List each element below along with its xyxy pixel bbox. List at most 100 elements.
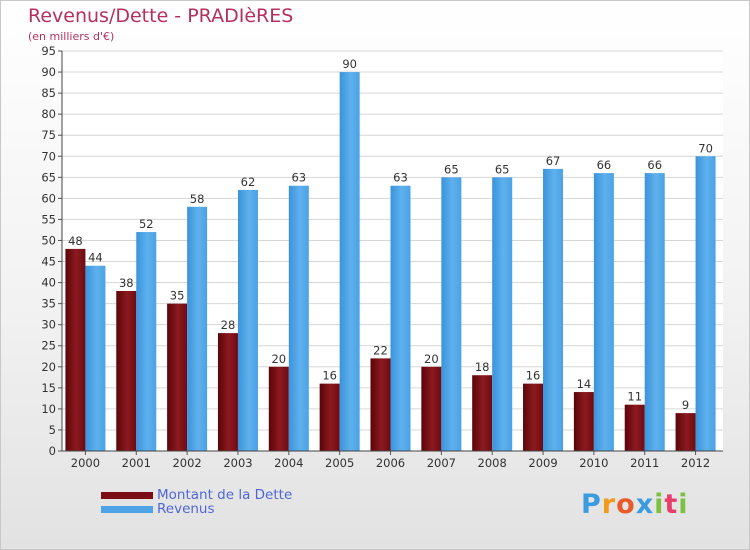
data-label-debt: 20 xyxy=(424,352,439,366)
y-tick-label: 85 xyxy=(41,86,56,100)
logo-letter: o xyxy=(616,489,636,520)
bar-debt xyxy=(370,358,391,451)
chart-legend: Montant de la Dette Revenus xyxy=(101,488,292,516)
data-label-debt: 16 xyxy=(322,369,337,383)
x-tick-label: 2003 xyxy=(223,456,252,470)
legend-swatch-revenue xyxy=(101,505,153,513)
bar-debt xyxy=(523,383,544,451)
legend-item-debt: Montant de la Dette xyxy=(101,488,292,502)
logo-letter: i xyxy=(678,489,689,520)
y-tick-label: 15 xyxy=(41,381,56,395)
y-tick-label: 55 xyxy=(41,212,56,226)
data-label-debt: 14 xyxy=(577,377,592,391)
data-label-revenue: 65 xyxy=(495,162,510,176)
x-tick-label: 2010 xyxy=(579,456,608,470)
bar-debt xyxy=(116,291,137,451)
logo-letter: i xyxy=(654,489,665,520)
data-label-debt: 20 xyxy=(271,352,286,366)
data-label-debt: 28 xyxy=(221,318,236,332)
bar-debt xyxy=(675,413,696,451)
legend-label-debt: Montant de la Dette xyxy=(157,487,293,503)
bar-revenue xyxy=(695,156,716,451)
legend-item-revenue: Revenus xyxy=(101,502,292,516)
x-tick-label: 2004 xyxy=(274,456,303,470)
logo-letter: P xyxy=(581,489,602,520)
y-tick-label: 70 xyxy=(41,149,56,163)
x-tick-label: 2007 xyxy=(427,456,456,470)
data-label-debt: 22 xyxy=(373,343,388,357)
data-label-revenue: 62 xyxy=(241,175,256,189)
data-label-debt: 18 xyxy=(475,360,490,374)
y-tick-label: 35 xyxy=(41,297,56,311)
bar-revenue xyxy=(339,72,360,451)
legend-label-revenue: Revenus xyxy=(157,501,215,517)
logo-letter: r xyxy=(601,489,617,520)
data-label-revenue: 67 xyxy=(546,154,561,168)
data-label-revenue: 63 xyxy=(291,171,306,185)
y-tick-label: 5 xyxy=(49,423,56,437)
data-label-revenue: 66 xyxy=(597,158,612,172)
bar-debt xyxy=(472,375,493,451)
y-tick-label: 30 xyxy=(41,318,56,332)
data-label-revenue: 52 xyxy=(139,217,154,231)
data-label-debt: 35 xyxy=(170,289,185,303)
y-tick-label: 20 xyxy=(41,360,56,374)
bar-debt xyxy=(167,303,188,451)
bar-debt xyxy=(319,383,340,451)
bar-debt xyxy=(268,366,289,451)
data-label-revenue: 70 xyxy=(698,141,713,155)
bar-revenue xyxy=(237,189,258,451)
data-label-revenue: 90 xyxy=(342,57,357,71)
data-label-debt: 9 xyxy=(682,398,689,412)
bar-revenue xyxy=(390,185,411,451)
y-tick-label: 90 xyxy=(41,65,56,79)
y-tick-label: 80 xyxy=(41,107,56,121)
y-tick-label: 50 xyxy=(41,233,56,247)
x-tick-label: 2005 xyxy=(325,456,354,470)
bar-revenue xyxy=(644,173,665,451)
data-label-debt: 16 xyxy=(526,369,541,383)
bar-revenue xyxy=(136,232,157,451)
bar-debt xyxy=(65,248,86,451)
x-tick-label: 2002 xyxy=(172,456,201,470)
logo-letter: x xyxy=(635,489,655,520)
y-tick-label: 40 xyxy=(41,276,56,290)
y-tick-label: 10 xyxy=(41,402,56,416)
bar-revenue xyxy=(441,177,462,451)
data-label-revenue: 65 xyxy=(444,162,459,176)
bar-debt xyxy=(624,404,645,451)
bar-debt xyxy=(217,333,238,451)
bar-revenue xyxy=(85,265,106,451)
chart-title: Revenus/Dette - PRADIèRES xyxy=(28,5,294,27)
x-tick-label: 2012 xyxy=(681,456,710,470)
x-tick-label: 2006 xyxy=(376,456,405,470)
y-tick-label: 0 xyxy=(49,444,56,458)
y-tick-label: 25 xyxy=(41,339,56,353)
data-label-debt: 48 xyxy=(68,234,83,248)
data-label-revenue: 44 xyxy=(88,251,103,265)
chart-subtitle: (en milliers d'€) xyxy=(28,30,115,43)
data-label-revenue: 58 xyxy=(190,192,205,206)
x-tick-label: 2001 xyxy=(122,456,151,470)
y-tick-label: 45 xyxy=(41,255,56,269)
bar-revenue xyxy=(187,206,208,451)
x-tick-label: 2009 xyxy=(528,456,557,470)
logo-letter: t xyxy=(664,489,679,520)
legend-swatch-debt xyxy=(101,491,153,499)
y-tick-label: 75 xyxy=(41,128,56,142)
x-tick-label: 2011 xyxy=(630,456,659,470)
data-label-revenue: 66 xyxy=(647,158,662,172)
proxiti-logo: Proxiti xyxy=(581,489,689,520)
bar-revenue xyxy=(543,168,564,452)
bar-revenue xyxy=(288,185,309,451)
x-tick-label: 2008 xyxy=(478,456,507,470)
bar-debt xyxy=(421,366,442,451)
y-tick-label: 65 xyxy=(41,170,56,184)
bar-revenue xyxy=(492,177,513,451)
bar-debt xyxy=(573,392,594,451)
data-label-debt: 38 xyxy=(119,276,134,290)
x-tick-label: 2000 xyxy=(71,456,100,470)
y-tick-label: 60 xyxy=(41,191,56,205)
